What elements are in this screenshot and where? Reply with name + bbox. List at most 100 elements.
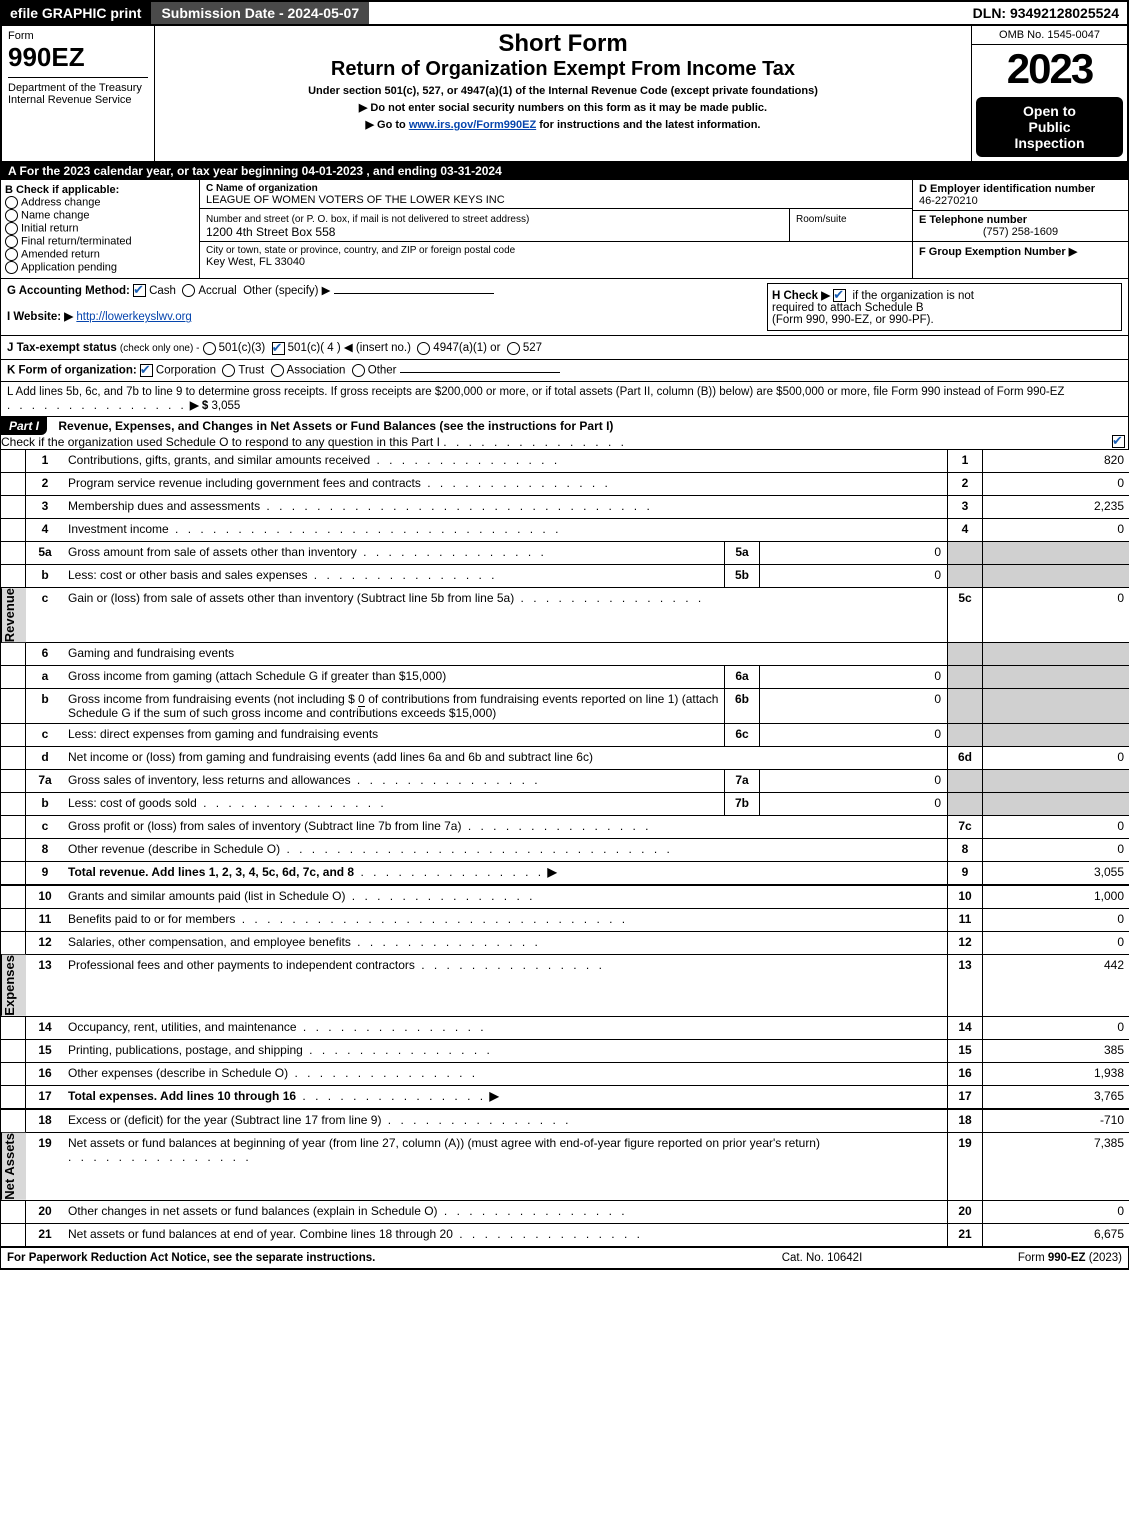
open-public-inspection: Open to Public Inspection	[976, 97, 1123, 157]
line-6d-val: 0	[982, 747, 1129, 769]
g-label: G Accounting Method:	[7, 285, 130, 297]
line-4-rn: 4	[947, 519, 982, 541]
checkbox-cash[interactable]	[133, 284, 146, 297]
k-label: K Form of organization:	[7, 364, 137, 376]
row-g-h: G Accounting Method: Cash Accrual Other …	[0, 279, 1129, 336]
checkbox-trust[interactable]	[222, 364, 235, 377]
line-17-desc: Total expenses. Add lines 10 through 16	[68, 1089, 296, 1103]
line-6-num: 6	[26, 643, 64, 665]
other-specify-field[interactable]	[334, 293, 494, 294]
line-18-rn: 18	[947, 1110, 982, 1132]
line-15-rn: 15	[947, 1040, 982, 1062]
addr-label: Number and street (or P. O. box, if mail…	[206, 214, 529, 225]
checkbox-h[interactable]	[833, 289, 846, 302]
checkbox-amended[interactable]	[5, 248, 18, 261]
checkbox-final-return[interactable]	[5, 235, 18, 248]
line-14-num: 14	[26, 1017, 64, 1039]
line-6c-num: c	[26, 724, 64, 746]
checkbox-address-change[interactable]	[5, 196, 18, 209]
form-word: Form	[8, 30, 148, 42]
line-12-val: 0	[982, 932, 1129, 954]
line-12-num: 12	[26, 932, 64, 954]
website-link[interactable]: http://lowerkeyslwv.org	[76, 311, 191, 323]
dept-line-2: Internal Revenue Service	[8, 94, 132, 106]
short-form-title: Short Form	[159, 30, 967, 58]
line-1-num: 1	[26, 450, 64, 472]
line-20-desc: Other changes in net assets or fund bala…	[68, 1204, 438, 1218]
line-6c-sv: 0	[759, 724, 947, 746]
line-4-val: 0	[982, 519, 1129, 541]
line-18-desc: Excess or (deficit) for the year (Subtra…	[68, 1113, 381, 1127]
line-9-desc: Total revenue. Add lines 1, 2, 3, 4, 5c,…	[68, 865, 354, 879]
line-6a-sv: 0	[759, 666, 947, 688]
return-title: Return of Organization Exempt From Incom…	[159, 58, 967, 81]
line-9-num: 9	[26, 862, 64, 884]
vtab-expenses: Expenses	[1, 955, 26, 1016]
line-6-desc: Gaming and fundraising events	[68, 646, 234, 660]
tax-year: 2023	[972, 45, 1127, 93]
checkbox-schedule-o[interactable]	[1112, 435, 1125, 448]
line-1-rn: 1	[947, 450, 982, 472]
checkbox-other-org[interactable]	[352, 364, 365, 377]
c-label: C Name of organization	[206, 183, 318, 194]
line-16-desc: Other expenses (describe in Schedule O)	[68, 1066, 288, 1080]
omb-number: OMB No. 1545-0047	[972, 26, 1127, 45]
form-number: 990EZ	[8, 42, 148, 73]
line-5c-rn: 5c	[947, 588, 982, 642]
line-6b-sb: 6b	[724, 689, 759, 723]
checkbox-app-pending[interactable]	[5, 261, 18, 274]
line-17-val: 3,765	[982, 1086, 1129, 1108]
line-5c-desc: Gain or (loss) from sale of assets other…	[68, 591, 514, 605]
line-2-desc: Program service revenue including govern…	[68, 476, 421, 490]
line-21-num: 21	[26, 1224, 64, 1246]
line-11-rn: 11	[947, 909, 982, 931]
checkbox-initial-return[interactable]	[5, 222, 18, 235]
line-9-val: 3,055	[982, 862, 1129, 884]
line-5b-sb: 5b	[724, 565, 759, 587]
line-18-val: -710	[982, 1110, 1129, 1132]
checkbox-501c3[interactable]	[203, 342, 216, 355]
line-7c-desc: Gross profit or (loss) from sales of inv…	[68, 819, 461, 833]
line-19-desc: Net assets or fund balances at beginning…	[68, 1136, 820, 1150]
line-7c-rn: 7c	[947, 816, 982, 838]
line-11-val: 0	[982, 909, 1129, 931]
line-3-desc: Membership dues and assessments	[68, 499, 260, 513]
line-5b-desc: Less: cost or other basis and sales expe…	[68, 568, 307, 582]
line-19-num: 19	[26, 1133, 64, 1200]
org-address: 1200 4th Street Box 558	[206, 225, 335, 239]
line-21-rn: 21	[947, 1224, 982, 1246]
line-11-desc: Benefits paid to or for members	[68, 912, 235, 926]
dept-line-1: Department of the Treasury	[8, 82, 142, 94]
efile-label[interactable]: efile GRAPHIC print	[2, 2, 149, 24]
city-label: City or town, state or province, country…	[206, 245, 515, 256]
checkbox-accrual[interactable]	[182, 284, 195, 297]
line-10-num: 10	[26, 886, 64, 908]
line-5b-num: b	[26, 565, 64, 587]
line-5b-sv: 0	[759, 565, 947, 587]
irs-link[interactable]: www.irs.gov/Form990EZ	[409, 119, 536, 131]
line-8-desc: Other revenue (describe in Schedule O)	[68, 842, 280, 856]
line-19-val: 7,385	[982, 1133, 1129, 1200]
vtab-revenue: Revenue	[1, 588, 26, 642]
line-2-rn: 2	[947, 473, 982, 495]
line-13-val: 442	[982, 955, 1129, 1016]
footer: For Paperwork Reduction Act Notice, see …	[0, 1248, 1129, 1270]
checkbox-501c[interactable]	[272, 342, 285, 355]
checkbox-name-change[interactable]	[5, 209, 18, 222]
line-6b-val-inline: 0	[358, 692, 365, 707]
checkbox-assoc[interactable]	[271, 364, 284, 377]
checkbox-527[interactable]	[507, 342, 520, 355]
line-10-desc: Grants and similar amounts paid (list in…	[68, 889, 345, 903]
other-org-field[interactable]	[400, 372, 560, 373]
line-13-num: 13	[26, 955, 64, 1016]
line-11-num: 11	[26, 909, 64, 931]
line-2-val: 0	[982, 473, 1129, 495]
line-19-rn: 19	[947, 1133, 982, 1200]
checkbox-4947[interactable]	[417, 342, 430, 355]
line-5c-val: 0	[982, 588, 1129, 642]
room-label: Room/suite	[796, 214, 847, 225]
checkbox-corp[interactable]	[140, 364, 153, 377]
line-6d-num: d	[26, 747, 64, 769]
line-7c-val: 0	[982, 816, 1129, 838]
line-table: 1 Contributions, gifts, grants, and simi…	[0, 450, 1129, 1248]
